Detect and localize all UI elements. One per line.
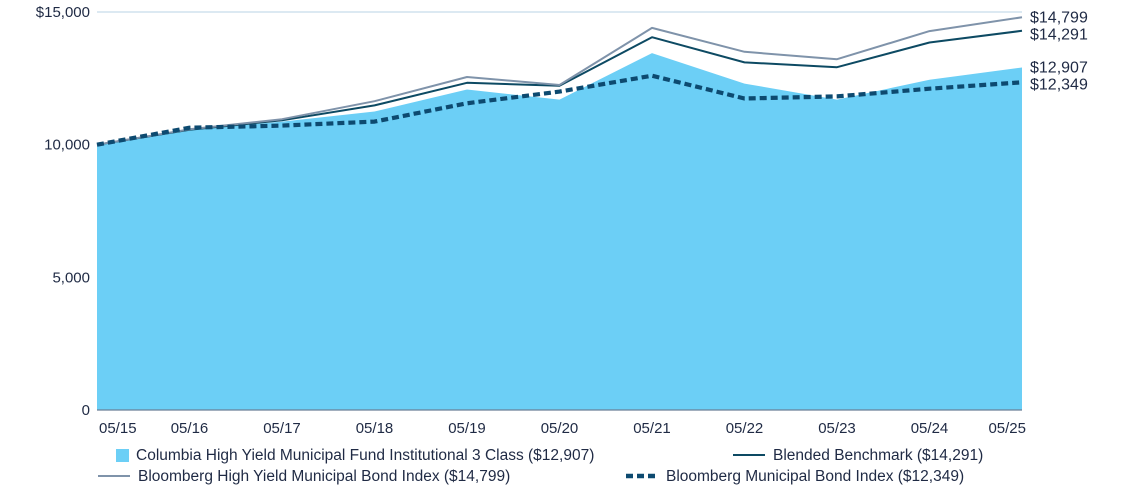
x-tick-label: 05/24 — [911, 420, 949, 437]
x-tick-label: 05/21 — [633, 420, 671, 437]
y-tick-label: $15,000 — [36, 4, 90, 21]
legend-swatch-area — [116, 449, 129, 462]
end-value-label: $14,799 — [1030, 9, 1088, 26]
y-tick-label: 0 — [82, 402, 90, 419]
legend-item: Columbia High Yield Municipal Fund Insti… — [116, 447, 594, 464]
legend: Columbia High Yield Municipal Fund Insti… — [98, 447, 983, 485]
axes: $15,000 10,000 5,000 0 05/15 05/16 05/17 05/18 0… — [36, 4, 1026, 437]
high-yield-index-line — [96, 16, 1023, 146]
x-tick-label: 05/17 — [263, 420, 301, 437]
x-tick-label: 05/15 — [99, 420, 137, 437]
municipal-index-line — [96, 73, 1023, 147]
x-tick-label: 05/16 — [171, 420, 209, 437]
fund-area — [97, 53, 1022, 410]
x-tick-label: 05/20 — [541, 420, 579, 437]
x-tick-label: 05/18 — [356, 420, 394, 437]
y-tick-label: 5,000 — [52, 269, 90, 286]
x-tick-label: 05/19 — [448, 420, 486, 437]
legend-item: Bloomberg High Yield Municipal Bond Inde… — [98, 468, 510, 485]
end-value-label: $12,349 — [1030, 77, 1088, 94]
legend-label: Blended Benchmark ($14,291) — [773, 447, 983, 464]
line-layer — [96, 16, 1023, 147]
legend-label: Bloomberg Municipal Bond Index ($12,349) — [666, 468, 964, 485]
x-tick-label: 05/23 — [818, 420, 856, 437]
y-tick-label: 10,000 — [44, 137, 90, 154]
legend-label: Columbia High Yield Municipal Fund Insti… — [136, 447, 594, 464]
end-labels: $12,907 $14,291$14,799 $12,349 — [1030, 9, 1088, 93]
legend-item: Blended Benchmark ($14,291) — [733, 447, 983, 464]
area-layer — [97, 53, 1022, 410]
end-value-label: $14,291 — [1030, 26, 1088, 43]
x-tick-label: 05/25 — [988, 420, 1026, 437]
legend-item: Bloomberg Municipal Bond Index ($12,349) — [626, 468, 964, 485]
end-value-label: $12,907 — [1030, 60, 1088, 77]
x-tick-label: 05/22 — [726, 420, 764, 437]
legend-label: Bloomberg High Yield Municipal Bond Inde… — [138, 468, 510, 485]
